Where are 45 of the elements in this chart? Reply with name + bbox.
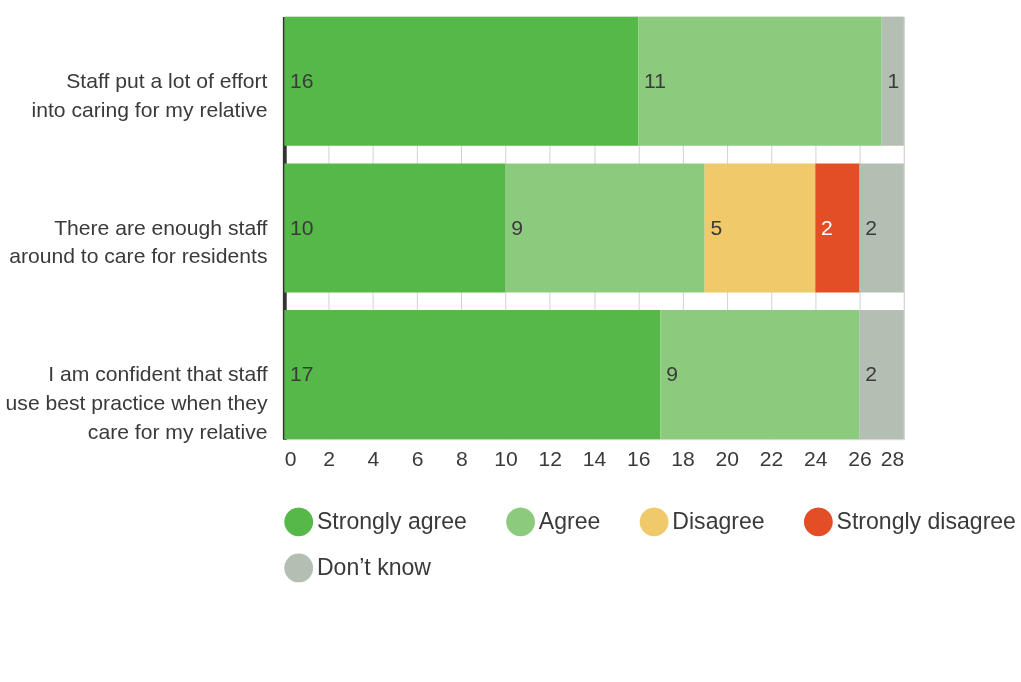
y-tick-label: Staff put a lot of effort into caring for my relative <box>31 68 268 121</box>
bar <box>881 16 904 146</box>
bar <box>284 163 506 293</box>
data-label: 9 <box>511 215 524 239</box>
bar <box>284 16 639 146</box>
legend-label: Agree <box>538 507 601 534</box>
y-tick-label: There are enough staff around to care for residents <box>9 215 268 268</box>
data-label: 17 <box>290 362 314 386</box>
x-tick-label: 8 <box>455 446 468 470</box>
data-label: 2 <box>865 215 878 239</box>
x-tick-label: 4 <box>367 446 380 470</box>
x-tick-label: 22 <box>759 446 784 470</box>
bar <box>505 163 705 293</box>
x-tick-label: 28 <box>880 446 905 470</box>
data-label: 10 <box>290 215 314 239</box>
y-tick-label: I am confident that staff use best practice when they care for my relative <box>5 362 268 444</box>
bar <box>660 310 860 440</box>
data-label: 11 <box>644 68 667 92</box>
data-label: 9 <box>666 362 678 386</box>
data-label: 16 <box>290 68 314 92</box>
legend-label: Disagree <box>672 507 765 534</box>
x-tick-label: 2 <box>323 446 335 470</box>
data-label: 2 <box>821 215 833 239</box>
data-label: 2 <box>865 362 878 386</box>
bar <box>704 163 816 293</box>
bar <box>815 163 860 293</box>
x-tick-label: 20 <box>715 446 740 470</box>
x-tick-label: 0 <box>284 446 297 470</box>
legend-label: Strongly agree <box>316 507 467 534</box>
x-tick-label: 10 <box>494 446 518 470</box>
x-tick-label: 16 <box>627 446 651 470</box>
data-label: 1 <box>887 68 900 92</box>
x-tick-label: 18 <box>671 446 695 470</box>
bar <box>859 310 904 440</box>
data-label: 5 <box>710 215 723 239</box>
x-tick-label: 26 <box>848 446 872 470</box>
x-tick-label: 24 <box>804 446 828 470</box>
legend-label: Strongly disagree <box>836 507 1016 534</box>
bar <box>284 310 661 440</box>
bar <box>859 163 904 293</box>
bar <box>638 16 882 146</box>
x-tick-label: 12 <box>538 446 563 470</box>
x-tick-label: 6 <box>411 446 424 470</box>
x-tick-label: 14 <box>582 446 607 470</box>
legend-label: Don’t know <box>316 553 432 580</box>
